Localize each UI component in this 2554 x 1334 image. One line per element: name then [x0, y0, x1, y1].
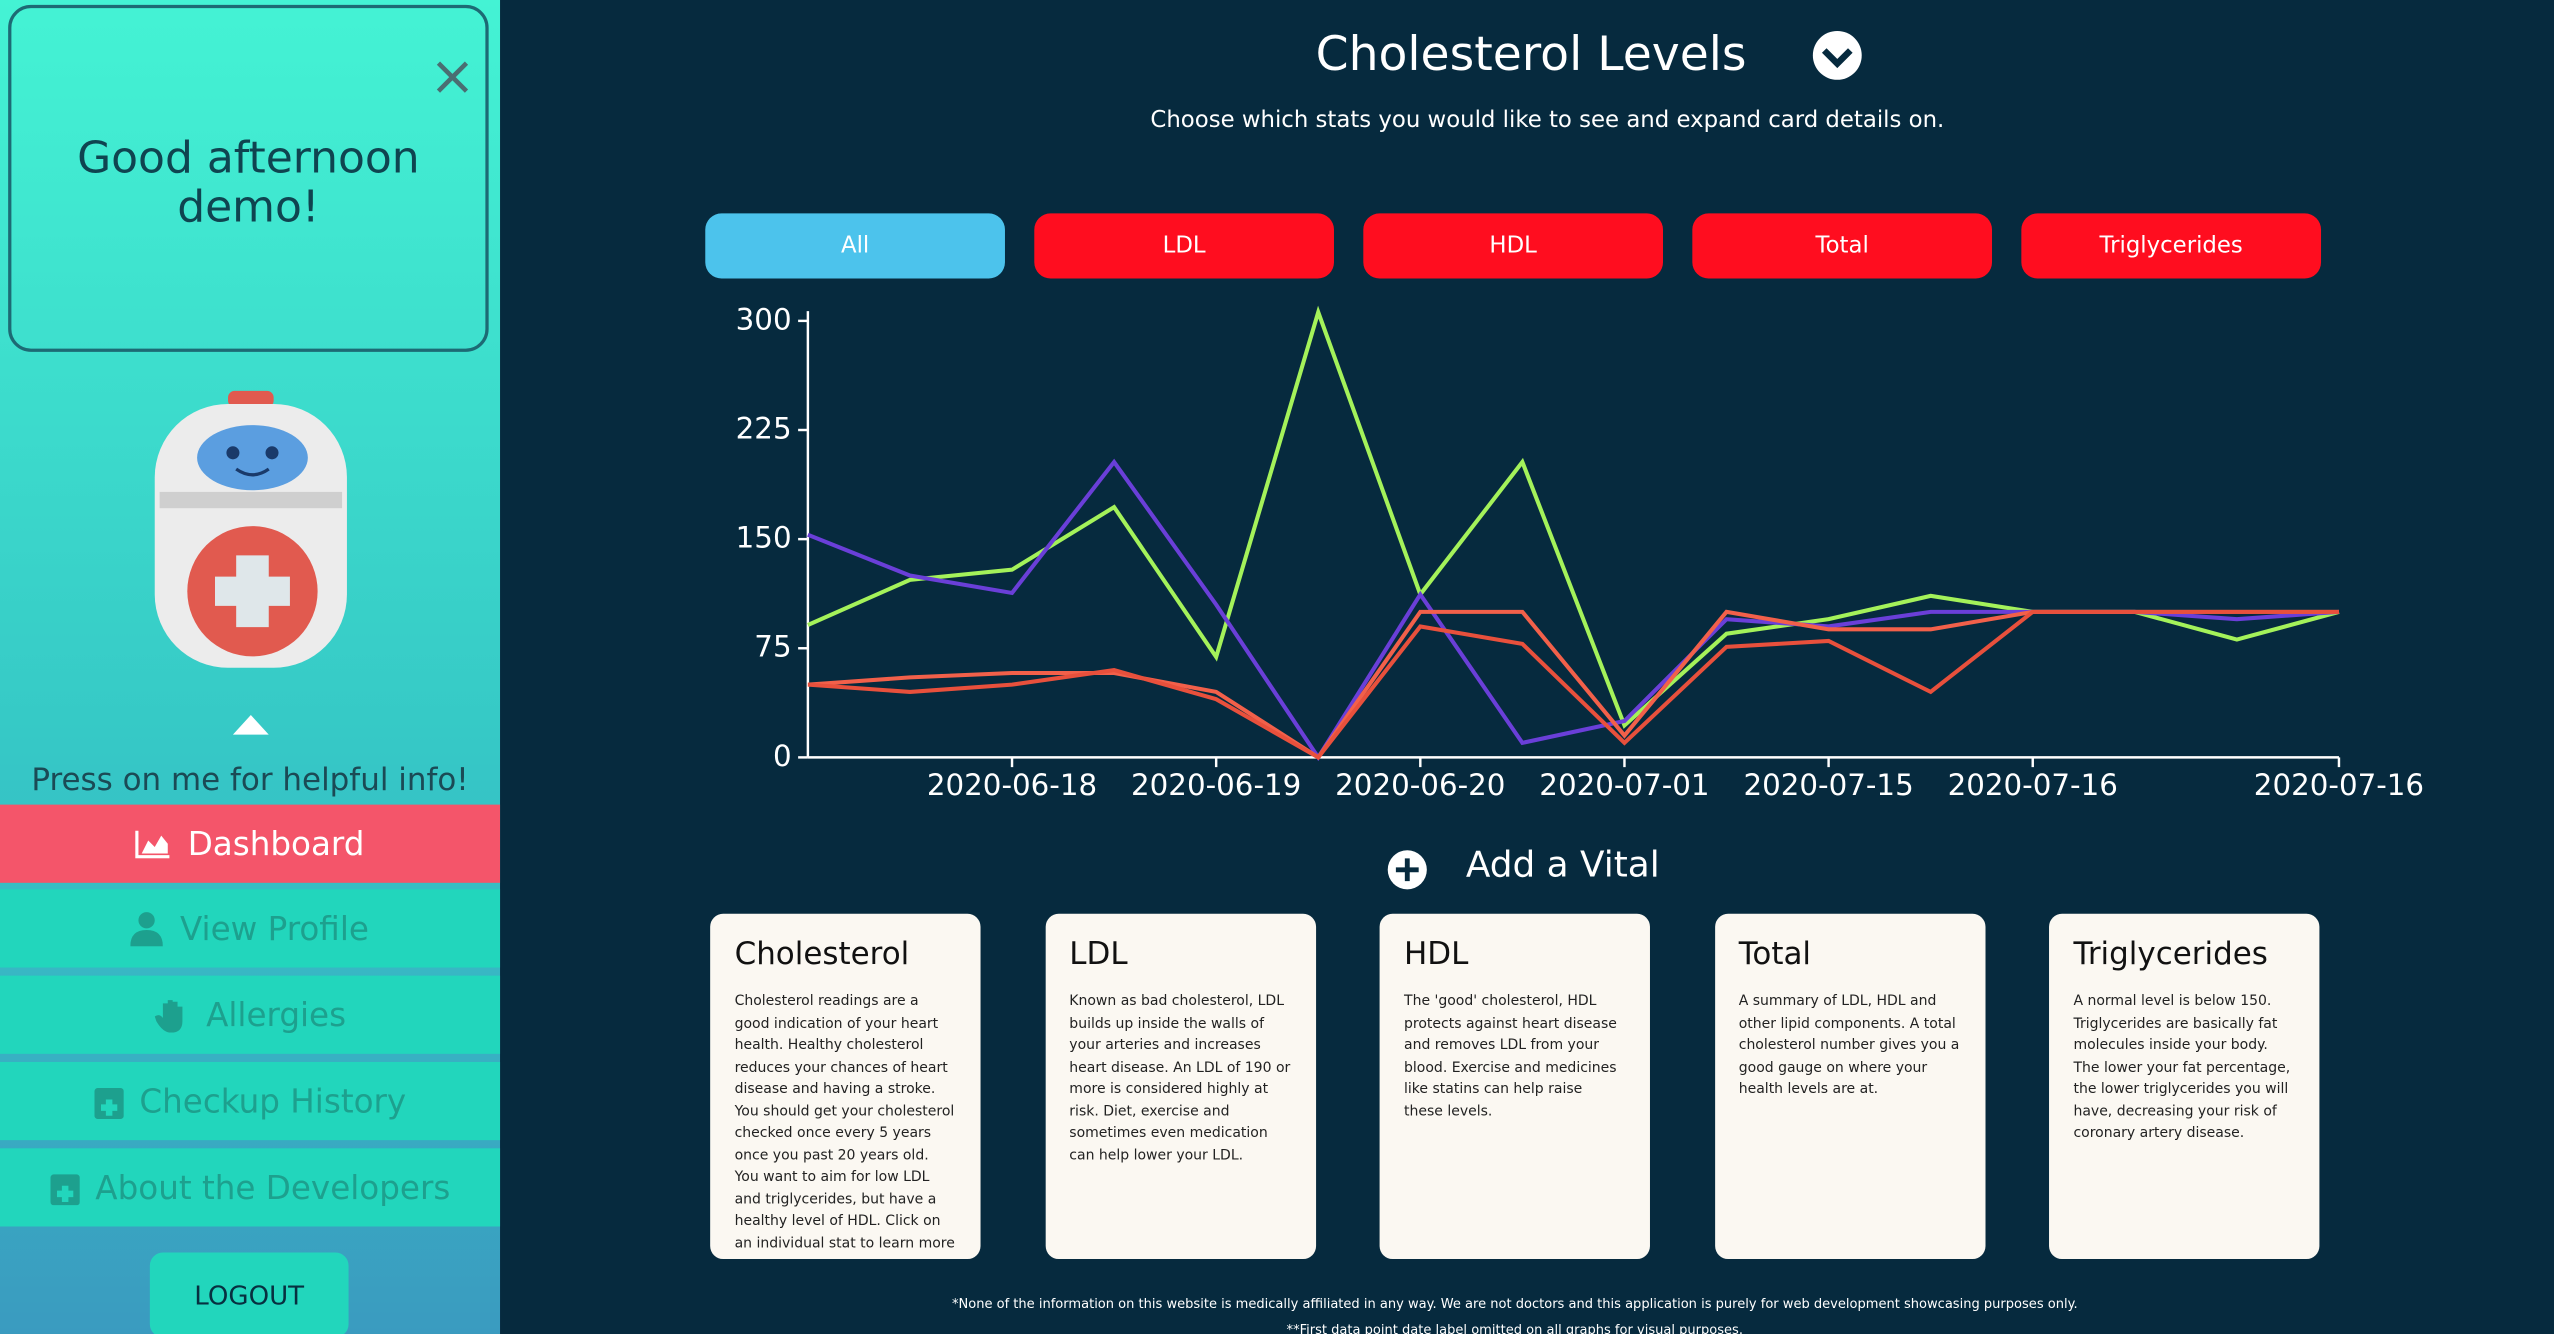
add-icon[interactable] — [1386, 849, 1428, 891]
card-text: Cholesterol readings are a good indicati… — [734, 993, 955, 1252]
card-text: Known as bad cholesterol, LDL builds up … — [1069, 993, 1291, 1164]
data-line — [807, 305, 2340, 729]
x-tick-label: 2020-07-15 — [1743, 768, 1913, 802]
nav-profile[interactable]: View Profile — [0, 889, 501, 968]
card-title: Cholesterol — [734, 936, 910, 973]
x-tick-label: 2020-06-18 — [927, 768, 1097, 802]
robot[interactable] — [147, 388, 355, 740]
x-tick-label: 2020-07-01 — [1539, 768, 1709, 802]
y-tick-label: 300 — [736, 302, 792, 336]
filter-button[interactable]: LDL — [1034, 213, 1334, 279]
data-line — [807, 458, 2340, 762]
filter-button[interactable]: All — [705, 213, 1005, 279]
card-title: HDL — [1404, 936, 1469, 973]
help-text: Press on me for helpful info! — [31, 762, 469, 799]
nav-label: About the Developers — [95, 1167, 451, 1207]
add-vital[interactable]: Add a Vital — [1465, 845, 1660, 887]
nav-dashboard[interactable]: Dashboard — [0, 804, 501, 883]
filter-button[interactable]: HDL — [1363, 213, 1664, 279]
nav-developers[interactable]: About the Developers — [0, 1148, 501, 1227]
x-tick-label: 2020-07-16 — [1948, 768, 2118, 802]
y-tick-label: 150 — [736, 521, 792, 555]
close-button[interactable]: × — [429, 43, 476, 110]
nav-label: Checkup History — [139, 1081, 407, 1121]
disclaimer: **First data point date label omitted on… — [1286, 1322, 1743, 1334]
card-text: A summary of LDL, HDL and other lipid co… — [1738, 993, 1960, 1098]
x-tick-label: 2020-06-20 — [1335, 768, 1505, 802]
nav-label: View Profile — [179, 908, 369, 948]
filter-button[interactable]: Triglycerides — [2021, 213, 2322, 279]
sidebar: × Good afternoon demo! Press on me for h… — [0, 0, 501, 1334]
card-title: Total — [1738, 936, 1812, 973]
x-tick-label: 2020-06-19 — [1131, 768, 1301, 802]
info-card[interactable]: Total A summary of LDL, HDL and other lip… — [1714, 913, 1985, 1260]
y-tick-label: 75 — [754, 630, 791, 664]
greeting: Good afternoon demo! — [77, 133, 420, 233]
y-tick-label: 0 — [773, 739, 792, 773]
nav-allergies[interactable]: Allergies — [0, 975, 501, 1054]
info-card[interactable]: LDL Known as bad cholesterol, LDL builds … — [1044, 913, 1316, 1260]
subtitle: Choose which stats you would like to see… — [1150, 107, 1945, 134]
card-text: A normal level is below 150. Triglycerid… — [2073, 993, 2291, 1142]
greeting-box: × Good afternoon demo! — [8, 4, 489, 352]
data-line — [807, 609, 2339, 761]
filter-button[interactable]: Total — [1692, 213, 1993, 279]
card-title: Triglycerides — [2073, 936, 2268, 973]
card-title: LDL — [1069, 936, 1128, 973]
nav-label: Allergies — [206, 995, 347, 1035]
x-tick-label: 2020-07-16 — [2254, 768, 2424, 802]
nav-checkups[interactable]: Checkup History — [0, 1061, 501, 1141]
expand-button[interactable] — [1811, 29, 1863, 81]
info-card[interactable]: Triglycerides A normal level is below 150… — [2049, 913, 2320, 1260]
y-tick-label: 225 — [736, 412, 792, 446]
nav-label: Dashboard — [187, 824, 365, 864]
chart: 0 75 150 225 300 2020-06-18 2020-06-19 2020-06-… — [736, 302, 2424, 802]
data-line — [807, 609, 2339, 761]
page-title: Cholesterol Levels — [1315, 26, 1747, 82]
disclaimer: *None of the information on this website… — [951, 1296, 2078, 1312]
logout-button[interactable]: LOGOUT — [149, 1252, 349, 1334]
info-card[interactable]: Cholesterol Cholesterol readings are a go… — [710, 913, 981, 1260]
info-card[interactable]: HDL The 'good' cholesterol, HDL protects … — [1379, 913, 1650, 1260]
card-text: The 'good' cholesterol, HDL protects aga… — [1404, 993, 1617, 1120]
